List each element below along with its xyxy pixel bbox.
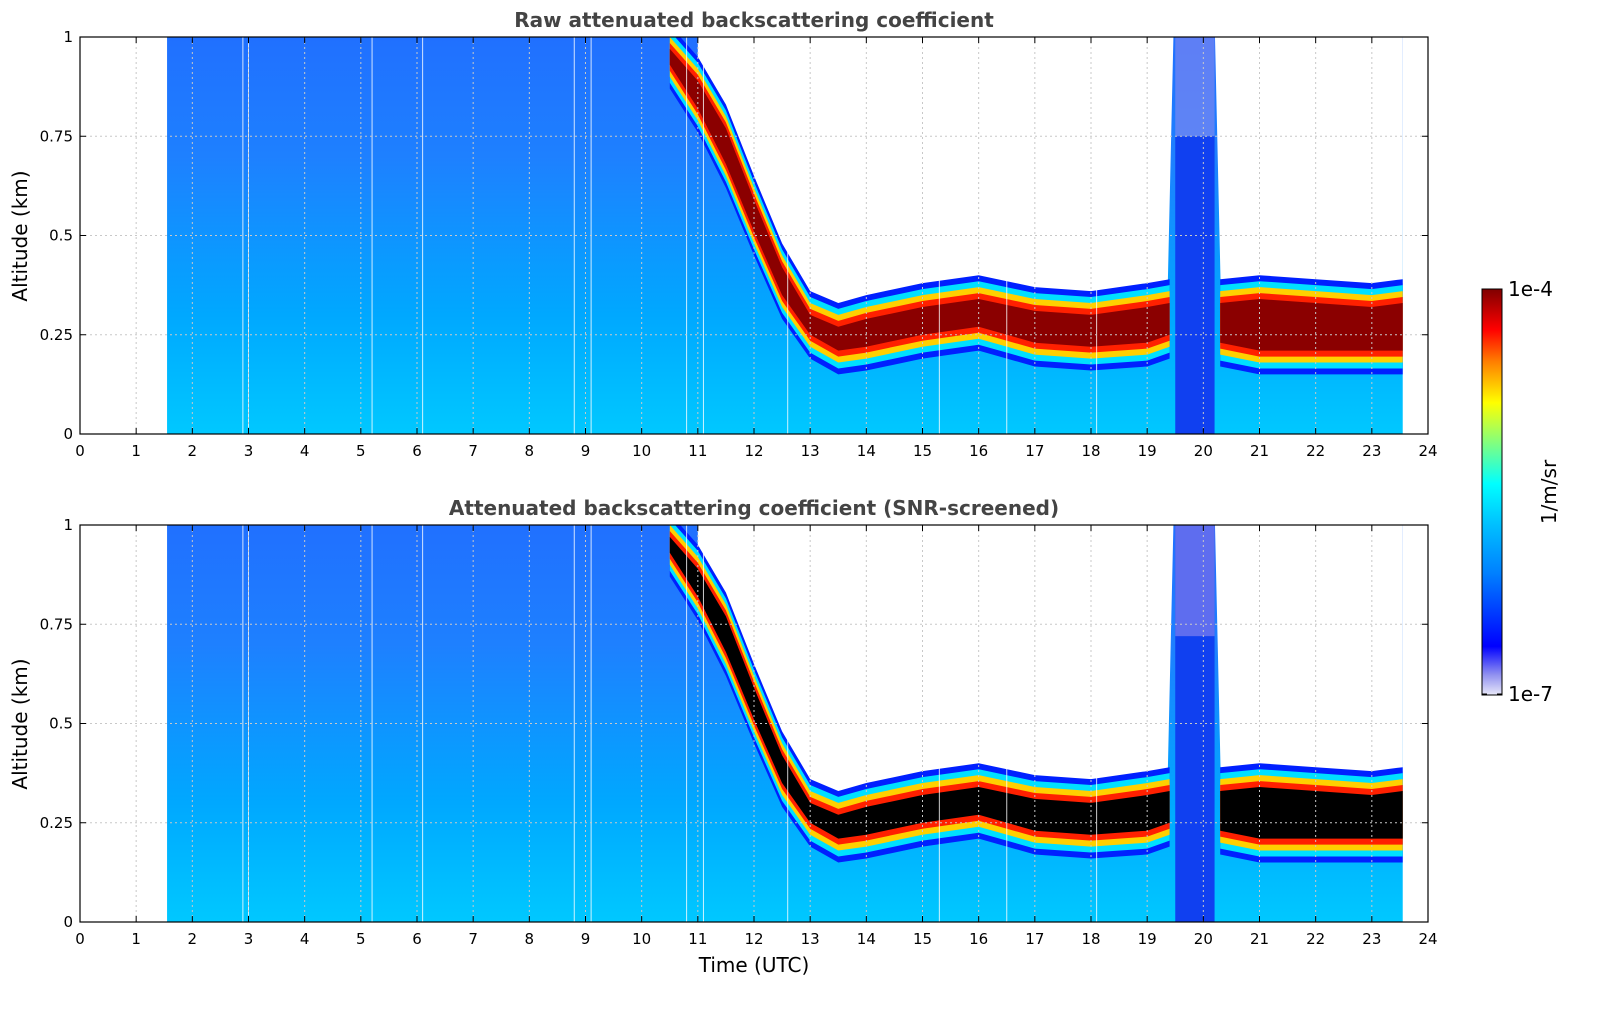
x-tick-label: 23 <box>1362 442 1381 460</box>
y-tick-label: 0 <box>63 425 73 443</box>
cloud-layer-2-band-4 <box>1220 787 1403 839</box>
panel-raw-y-label: Altitude (km) <box>8 170 32 301</box>
x-tick-label: 19 <box>1138 930 1157 948</box>
x-tick-label: 18 <box>1081 442 1100 460</box>
panel-raw-grid <box>80 37 1428 434</box>
x-tick-label: 8 <box>525 442 535 460</box>
y-tick-label: 0.75 <box>40 615 73 633</box>
x-tick-label: 3 <box>244 930 254 948</box>
panel-raw-x-ticks: 0 1 2 3 4 5 6 7 8 9 10 11 12 13 14 15 16 17 18 19 20 21 22 23 24 <box>75 37 1438 460</box>
x-tick-label: 20 <box>1194 442 1213 460</box>
y-tick-label: 1 <box>63 516 73 534</box>
clear-air-region <box>697 525 1403 795</box>
x-tick-label: 16 <box>969 930 988 948</box>
x-tick-label: 4 <box>300 442 310 460</box>
x-tick-label: 23 <box>1362 930 1381 948</box>
y-tick-label: 1 <box>63 28 73 46</box>
x-tick-label: 10 <box>632 930 651 948</box>
x-axis-label: Time (UTC) <box>698 953 810 977</box>
x-tick-label: 12 <box>744 930 763 948</box>
panel-screened-y-ticks: 0 0.25 0.5 0.75 1 <box>40 516 1428 931</box>
y-tick-label: 0.75 <box>40 127 73 145</box>
panel-screened-x-ticks: 0 1 2 3 4 5 6 7 8 9 10 11 12 13 14 15 16 17 18 19 20 21 22 23 24 <box>75 525 1438 948</box>
x-tick-label: 10 <box>632 442 651 460</box>
x-tick-label: 13 <box>801 930 820 948</box>
x-tick-label: 19 <box>1138 442 1157 460</box>
x-tick-label: 24 <box>1418 930 1437 948</box>
cloud-layer-1-band-2 <box>669 37 1170 363</box>
x-tick-label: 5 <box>356 442 366 460</box>
x-tick-label: 13 <box>801 442 820 460</box>
panel-screened: Attenuated backscattering coefficient (S… <box>8 496 1438 977</box>
panel-raw: Raw attenuated backscattering coefficien… <box>8 8 1438 460</box>
x-tick-label: 15 <box>913 442 932 460</box>
x-tick-label: 9 <box>581 442 591 460</box>
x-tick-label: 0 <box>75 930 85 948</box>
x-tick-label: 2 <box>188 442 198 460</box>
x-tick-label: 21 <box>1250 930 1269 948</box>
panel-raw-y-ticks: 0 0.25 0.5 0.75 1 <box>40 28 1428 443</box>
panel-raw-heatmap <box>167 37 1403 434</box>
cloud-layer-1-band-4 <box>669 48 1170 351</box>
colorbar-unit-label: 1/m/sr <box>1537 459 1561 524</box>
clear-air-region <box>697 37 1403 307</box>
colorbar-gradient <box>1481 288 1503 696</box>
x-tick-label: 2 <box>188 930 198 948</box>
x-tick-label: 7 <box>468 442 478 460</box>
precipitation-band-fringe <box>1175 525 1215 637</box>
precipitation-band-fringe <box>1175 37 1215 137</box>
x-tick-label: 22 <box>1306 442 1325 460</box>
cloud-layer-1-band-4 <box>669 536 1170 839</box>
panel-screened-grid <box>80 525 1428 922</box>
y-tick-label: 0.25 <box>40 814 73 832</box>
panel-screened-y-label: Altitude (km) <box>8 658 32 789</box>
x-tick-label: 21 <box>1250 442 1269 460</box>
cloud-layer-1-band-2 <box>669 525 1170 851</box>
x-tick-label: 6 <box>412 930 422 948</box>
x-tick-label: 17 <box>1025 930 1044 948</box>
colorbar: 1e-4 1e-7 1/m/sr <box>1481 277 1561 706</box>
x-tick-label: 9 <box>581 930 591 948</box>
panel-screened-title: Attenuated backscattering coefficient (S… <box>449 496 1059 520</box>
x-tick-label: 24 <box>1418 442 1437 460</box>
x-tick-label: 18 <box>1081 930 1100 948</box>
colorbar-max-label: 1e-4 <box>1508 277 1553 301</box>
y-tick-label: 0.5 <box>49 227 73 245</box>
x-tick-label: 3 <box>244 442 254 460</box>
x-tick-label: 11 <box>688 930 707 948</box>
y-tick-label: 0.25 <box>40 326 73 344</box>
x-tick-label: 14 <box>857 930 876 948</box>
x-tick-label: 11 <box>688 442 707 460</box>
x-tick-label: 15 <box>913 930 932 948</box>
colorbar-min-label: 1e-7 <box>1508 682 1553 706</box>
x-tick-label: 12 <box>744 442 763 460</box>
x-tick-label: 17 <box>1025 442 1044 460</box>
x-tick-label: 16 <box>969 442 988 460</box>
x-tick-label: 22 <box>1306 930 1325 948</box>
panel-screened-heatmap <box>167 525 1403 922</box>
x-tick-label: 4 <box>300 930 310 948</box>
y-tick-label: 0.5 <box>49 715 73 733</box>
panel-raw-title: Raw attenuated backscattering coefficien… <box>514 8 994 32</box>
x-tick-label: 6 <box>412 442 422 460</box>
x-tick-label: 8 <box>525 930 535 948</box>
y-tick-label: 0 <box>63 913 73 931</box>
x-tick-label: 1 <box>131 930 141 948</box>
x-tick-label: 7 <box>468 930 478 948</box>
x-tick-label: 14 <box>857 442 876 460</box>
x-tick-label: 5 <box>356 930 366 948</box>
x-tick-label: 0 <box>75 442 85 460</box>
cloud-layer-2-band-4 <box>1220 299 1403 351</box>
precipitation-band <box>1175 136 1215 434</box>
x-tick-label: 1 <box>131 442 141 460</box>
x-tick-label: 20 <box>1194 930 1213 948</box>
